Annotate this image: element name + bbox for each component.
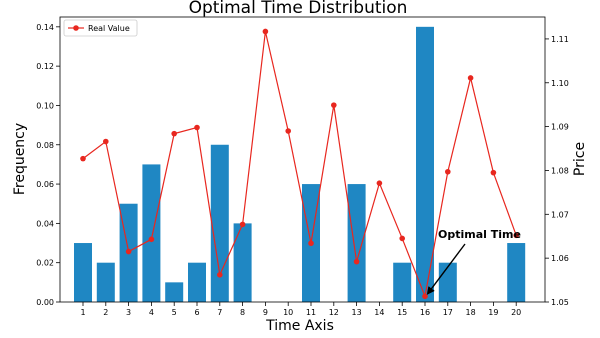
legend-box: [63, 19, 138, 37]
series-point-12: [331, 102, 337, 108]
bar-1: [74, 243, 92, 302]
bar-6: [188, 262, 206, 302]
y-tick-label: 0.04: [36, 219, 54, 228]
series-point-4: [148, 236, 155, 243]
y-axis-title: Frequency: [12, 123, 28, 195]
x-tick-label: 16: [420, 308, 430, 317]
y2-tick-label: 1.10: [551, 79, 569, 88]
y2-tick-label: 1.11: [551, 35, 569, 44]
y2-tick-label: 1.06: [551, 254, 569, 263]
x-tick-label: 8: [240, 308, 245, 317]
bar-8: [233, 223, 252, 302]
series-point-8: [239, 221, 246, 228]
y-tick-label: 0.14: [36, 23, 54, 32]
series-point-13: [353, 258, 360, 265]
series-point-17: [445, 168, 451, 175]
y-tick-label: 0.02: [36, 259, 54, 268]
x-tick-label: 2: [103, 308, 108, 317]
x-axis-title: Time Axis: [265, 318, 334, 334]
x-tick-label: 7: [217, 308, 222, 317]
x-tick-label: 13: [352, 308, 362, 317]
bar-4: [142, 164, 161, 302]
x-tick-label: 5: [172, 308, 177, 317]
y2-axis-title: Price: [572, 142, 588, 176]
y2-tick-label: 1.09: [551, 123, 569, 132]
x-tick-label: 1: [80, 308, 85, 317]
series-point-2: [103, 138, 109, 145]
bar-20: [507, 243, 526, 302]
series-point-6: [194, 124, 200, 131]
annotation-arrow: [426, 243, 466, 295]
series-point-19: [490, 169, 497, 176]
series-point-7: [217, 272, 223, 278]
series-point-14: [376, 180, 383, 186]
bar-17: [438, 262, 457, 302]
bar-13: [347, 184, 366, 302]
x-tick-label: 19: [488, 308, 498, 317]
bar-5: [165, 282, 184, 302]
plot-frame: [59, 16, 546, 303]
series-point-5: [171, 130, 177, 137]
series-line-real-value: [82, 31, 517, 299]
series-point-15: [399, 235, 406, 242]
annotation-label: Optimal Time: [438, 228, 521, 241]
x-tick-label: 3: [126, 308, 131, 317]
chart-title: Optimal Time Distribution: [189, 0, 408, 18]
x-tick-label: 18: [466, 308, 476, 317]
series-point-3: [125, 248, 132, 255]
y-tick-label: 0.08: [36, 141, 54, 150]
y2-tick-label: 1.05: [551, 298, 569, 307]
bar-2: [96, 262, 115, 302]
series-point-11: [308, 240, 314, 247]
y-tick-label: 0.00: [36, 298, 54, 307]
series-point-9: [262, 28, 269, 35]
legend-label: Real Value: [88, 24, 130, 33]
y-tick-label: 0.06: [36, 180, 54, 189]
series-point-1: [80, 155, 86, 162]
bar-16: [416, 26, 434, 303]
series-point-10: [285, 128, 292, 134]
legend-marker: [73, 25, 79, 31]
y-tick-label: 0.10: [36, 101, 54, 110]
x-tick-label: 14: [374, 308, 384, 317]
bar-7: [210, 144, 229, 302]
x-tick-label: 6: [194, 308, 199, 317]
x-tick-label: 9: [263, 308, 268, 317]
y2-tick-label: 1.08: [551, 166, 569, 175]
x-tick-label: 11: [306, 308, 316, 317]
series-point-18: [467, 75, 474, 81]
x-tick-label: 4: [149, 308, 154, 317]
x-tick-label: 12: [329, 308, 339, 317]
series-point-20: [513, 232, 519, 239]
x-tick-label: 20: [511, 308, 521, 317]
bar-15: [393, 262, 412, 302]
x-tick-label: 17: [443, 308, 453, 317]
y-tick-label: 0.12: [36, 62, 54, 71]
series-point-16: [422, 293, 428, 300]
x-tick-label: 10: [283, 308, 293, 317]
plot-area: 1 2 3 4 5 6 7 8 9 10 11 12 13 14 15 16 17 18 19 200.000.020…: [36, 23, 569, 317]
legend: Real Value: [63, 19, 138, 37]
y2-tick-label: 1.07: [551, 210, 569, 219]
x-tick-label: 15: [397, 308, 407, 317]
